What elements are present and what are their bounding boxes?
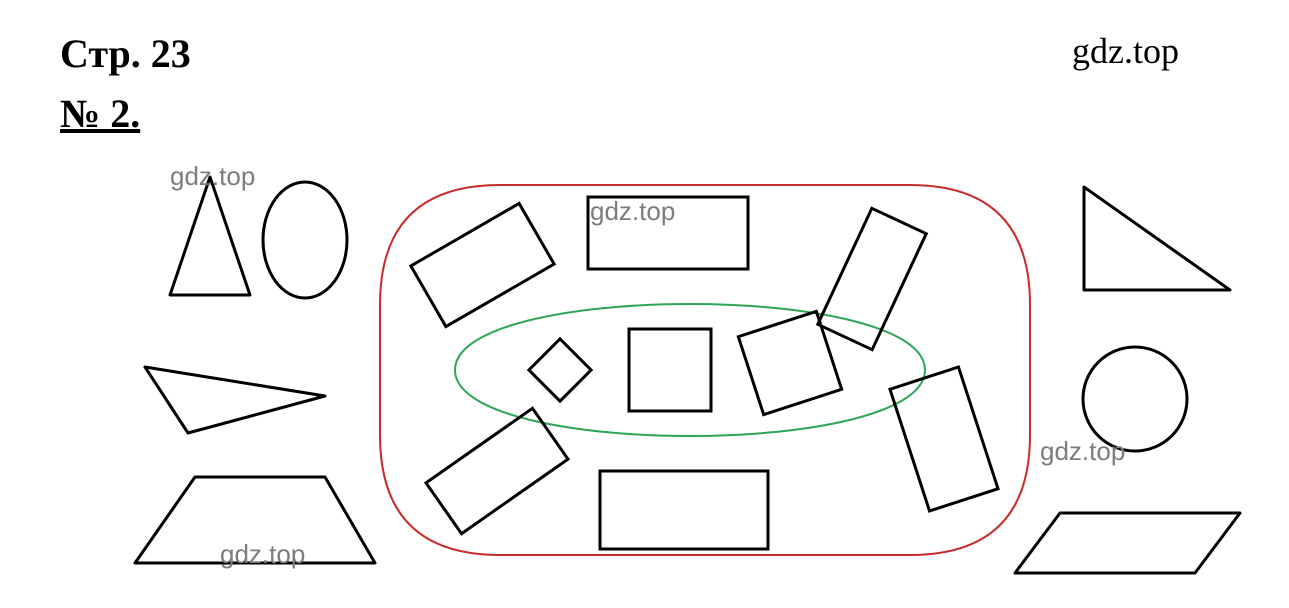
diagram: gdz.top gdz.top gdz.top gdz.top [80, 145, 1260, 585]
watermark-text: gdz.top [590, 196, 675, 226]
outside-shape-ellipse [263, 182, 347, 298]
inner-square [629, 329, 711, 411]
site-label: gdz.top [1072, 30, 1179, 72]
problem-label: № 2. [60, 90, 140, 137]
watermark-text: gdz.top [1040, 436, 1125, 466]
diagram-svg: gdz.top gdz.top gdz.top gdz.top [80, 145, 1260, 585]
ring-rectangle [426, 408, 568, 533]
page-label: Стр. 23 [60, 30, 191, 77]
outside-shape-triangle-iso [170, 177, 250, 295]
watermark-text: gdz.top [220, 539, 305, 569]
ring-rectangle [600, 471, 768, 549]
ring-rectangle [818, 208, 926, 349]
outside-shape-parallelogram [1015, 513, 1240, 573]
outside-shape-triangle-right [1084, 187, 1230, 290]
watermark-text: gdz.top [170, 161, 255, 191]
inner-boundary [455, 304, 925, 436]
outside-shape-triangle-scalene [145, 367, 325, 433]
ring-rectangle [890, 367, 998, 511]
inner-square [529, 339, 591, 401]
ring-rectangle [411, 203, 554, 326]
outer-boundary [380, 185, 1030, 555]
